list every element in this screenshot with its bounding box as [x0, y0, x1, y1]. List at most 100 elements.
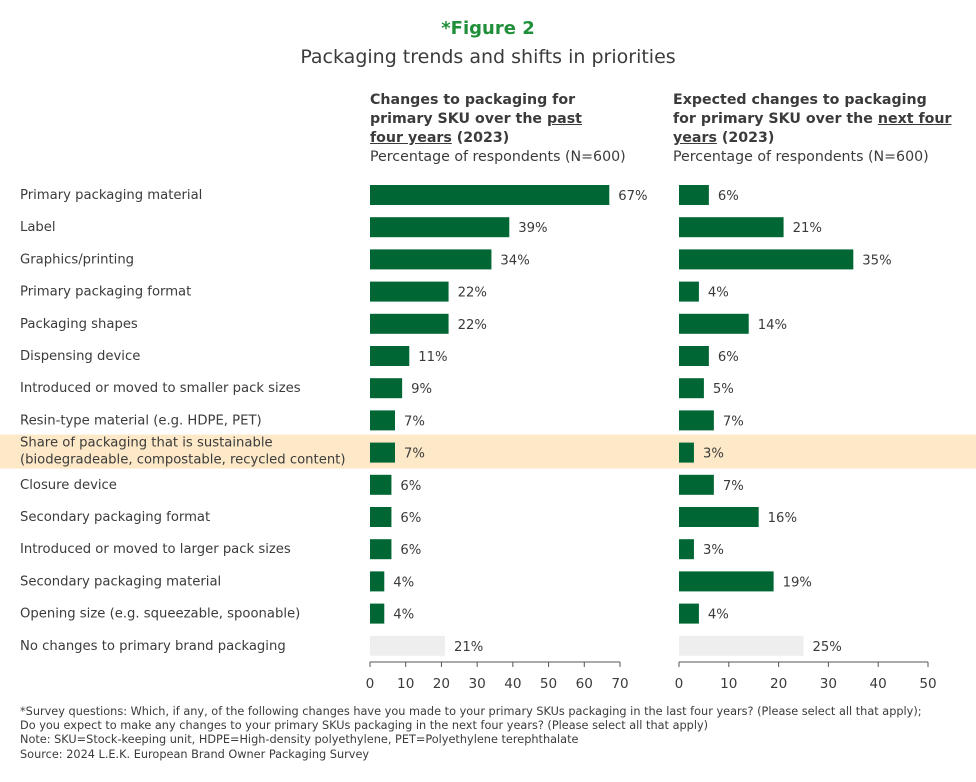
- x-tick-label: 40: [504, 676, 521, 692]
- bar: [370, 507, 392, 527]
- footnote-survey-q1: *Survey questions: Which, if any, of the…: [20, 705, 922, 718]
- value-label: 35%: [862, 253, 891, 268]
- category-label: Dispensing device: [20, 349, 140, 364]
- bar: [370, 603, 385, 624]
- panel-2-heading-underlined: next four years: [673, 111, 952, 146]
- bar: [370, 378, 403, 399]
- category-label: Primary packaging format: [20, 285, 191, 300]
- bar: [679, 442, 694, 463]
- value-label: 7%: [404, 414, 425, 429]
- value-label: 39%: [518, 221, 547, 236]
- bar: [679, 635, 804, 656]
- panel-1-heading: Changes to packaging for primary SKU ove…: [370, 91, 660, 167]
- value-label: 7%: [404, 447, 425, 462]
- x-tick-label: 60: [576, 676, 593, 692]
- panel-2-heading-year: (2023): [721, 130, 775, 146]
- bar: [370, 635, 445, 656]
- x-tick-label: 20: [770, 676, 787, 692]
- bar: [679, 346, 709, 366]
- value-label: 21%: [793, 221, 822, 236]
- value-label: 7%: [723, 414, 744, 429]
- x-tick-label: 10: [397, 676, 414, 692]
- category-label: Closure device: [20, 478, 117, 493]
- category-label: Opening size (e.g. squeezable, spoonable…: [20, 607, 300, 622]
- bar: [679, 603, 699, 624]
- x-tick-label: 40: [870, 676, 887, 692]
- panel-2-heading-text: Expected changes to packaging for primar…: [673, 92, 927, 127]
- bar: [679, 410, 714, 431]
- category-label: Secondary packaging material: [20, 574, 221, 589]
- category-label: Resin-type material (e.g. HDPE, PET): [20, 413, 262, 428]
- x-tick-label: 50: [540, 676, 557, 692]
- value-label: 6%: [400, 479, 421, 494]
- bar: [370, 571, 385, 592]
- bar: [679, 217, 784, 238]
- value-label: 6%: [718, 189, 739, 204]
- value-label: 21%: [454, 640, 483, 655]
- value-label: 4%: [708, 608, 729, 623]
- value-label: 3%: [703, 543, 724, 558]
- bar: [370, 474, 392, 495]
- value-label: 19%: [783, 575, 812, 590]
- panel-1-heading-year: (2023): [456, 130, 510, 146]
- panel-2-subheading: Percentage of respondents (N=600): [673, 149, 929, 165]
- figure-label: *Figure 2: [441, 18, 535, 39]
- bar: [679, 539, 694, 560]
- bar: [679, 378, 704, 399]
- bar: [370, 442, 395, 463]
- value-label: 22%: [458, 318, 487, 333]
- value-label: 4%: [708, 286, 729, 301]
- bar: [370, 539, 392, 560]
- category-label: Graphics/printing: [20, 252, 134, 267]
- value-label: 4%: [393, 575, 414, 590]
- x-tick-label: 20: [433, 676, 450, 692]
- x-tick-label: 30: [468, 676, 485, 692]
- category-label: Primary packaging material: [20, 188, 202, 203]
- bar-chart: Primary packaging material Label Graphics/…: [0, 185, 976, 692]
- bar: [370, 217, 510, 238]
- value-label: 16%: [768, 511, 797, 526]
- bar: [370, 410, 395, 431]
- panel-2-heading: Expected changes to packaging for primar…: [673, 91, 963, 167]
- highlight-band: [0, 434, 976, 469]
- category-label: Label: [20, 220, 56, 235]
- bar: [370, 249, 492, 270]
- category-label: No changes to primary brand packaging: [20, 639, 286, 654]
- footnote-note: Note: SKU=Stock-keeping unit, HDPE=High-…: [20, 733, 579, 747]
- bar: [370, 313, 449, 334]
- value-label: 9%: [411, 382, 432, 397]
- figure-title: Packaging trends and shifts in prioritie…: [300, 46, 676, 68]
- x-tick-label: 70: [611, 676, 628, 692]
- footnotes: *Survey questions: Which, if any, of the…: [20, 705, 960, 762]
- value-label: 25%: [813, 640, 842, 655]
- value-label: 67%: [618, 189, 647, 204]
- value-label: 4%: [393, 608, 414, 623]
- bar: [370, 281, 449, 302]
- bar: [370, 185, 610, 205]
- category-label: Introduced or moved to smaller pack size…: [20, 381, 301, 396]
- value-label: 22%: [458, 286, 487, 301]
- value-label: 3%: [703, 447, 724, 462]
- bar: [679, 281, 699, 302]
- value-label: 6%: [718, 350, 739, 365]
- bar: [679, 507, 759, 527]
- bar: [679, 249, 854, 270]
- category-label: Packaging shapes: [20, 317, 138, 332]
- x-tick-label: 50: [919, 676, 936, 692]
- category-label: Share of packaging that is sustainable: [20, 436, 273, 451]
- bar: [370, 346, 410, 366]
- bar: [679, 185, 709, 205]
- value-label: 11%: [418, 350, 447, 365]
- bar: [679, 474, 714, 495]
- value-label: 7%: [723, 479, 744, 494]
- value-label: 6%: [400, 511, 421, 526]
- x-tick-label: 30: [820, 676, 837, 692]
- bar: [679, 313, 749, 334]
- value-label: 6%: [400, 543, 421, 558]
- value-label: 5%: [713, 382, 734, 397]
- value-label: 14%: [758, 318, 787, 333]
- footnote-survey-q2: Do you expect to make any changes to you…: [20, 719, 709, 733]
- value-label: 34%: [500, 253, 529, 268]
- x-tick-label: 10: [720, 676, 737, 692]
- category-label-line2: (biodegradeable, compostable, recycled c…: [20, 453, 346, 468]
